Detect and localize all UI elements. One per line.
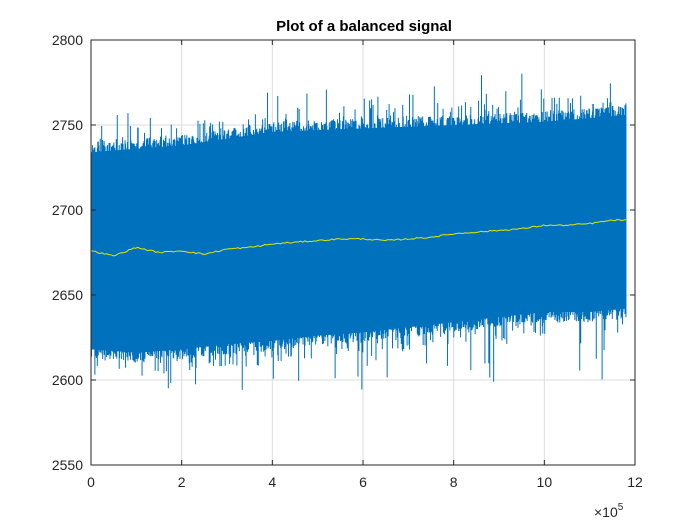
x-tick-label: 8 <box>450 474 458 490</box>
axis-ticks <box>90 39 636 466</box>
x-exponent-power: 5 <box>618 502 624 513</box>
x-tick-label: 12 <box>627 474 643 490</box>
x-exponent-label: ×105 <box>594 502 624 520</box>
y-tick-label: 2800 <box>52 32 83 48</box>
y-tick-label: 2650 <box>52 287 83 303</box>
tick-labels: 0 2 4 6 8 10 12 2550 2600 2650 2700 2750 2800 <box>52 32 643 490</box>
y-tick-label: 2700 <box>52 202 83 218</box>
chart-title: Plot of a balanced signal <box>276 18 452 35</box>
x-tick-label: 6 <box>359 474 367 490</box>
signal-band <box>91 114 626 353</box>
x-tick-label: 10 <box>537 474 553 490</box>
y-tick-label: 2600 <box>52 372 83 388</box>
y-tick-label: 2750 <box>52 117 83 133</box>
x-exponent-base: ×10 <box>594 504 618 520</box>
mean-series <box>90 219 627 257</box>
x-tick-label: 4 <box>268 474 276 490</box>
plot-area <box>90 73 627 390</box>
x-tick-label: 2 <box>178 474 186 490</box>
y-tick-label: 2550 <box>52 457 83 473</box>
x-tick-label: 0 <box>87 474 95 490</box>
